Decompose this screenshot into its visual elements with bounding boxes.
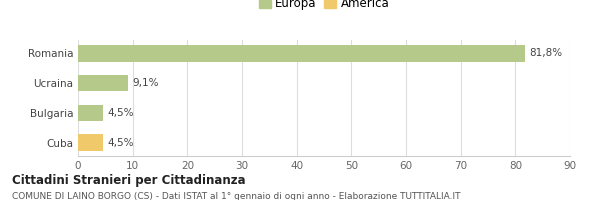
Bar — [78, 134, 103, 151]
Text: COMUNE DI LAINO BORGO (CS) - Dati ISTAT al 1° gennaio di ogni anno - Elaborazion: COMUNE DI LAINO BORGO (CS) - Dati ISTAT … — [12, 192, 461, 200]
Bar — [78, 45, 525, 62]
Text: 4,5%: 4,5% — [107, 138, 133, 148]
Text: Cittadini Stranieri per Cittadinanza: Cittadini Stranieri per Cittadinanza — [12, 174, 245, 187]
Legend: Europa, America: Europa, America — [255, 0, 393, 14]
Text: 4,5%: 4,5% — [107, 108, 133, 118]
Text: 81,8%: 81,8% — [530, 48, 563, 58]
Bar — [78, 105, 103, 121]
Text: 9,1%: 9,1% — [132, 78, 158, 88]
Bar — [78, 75, 128, 91]
